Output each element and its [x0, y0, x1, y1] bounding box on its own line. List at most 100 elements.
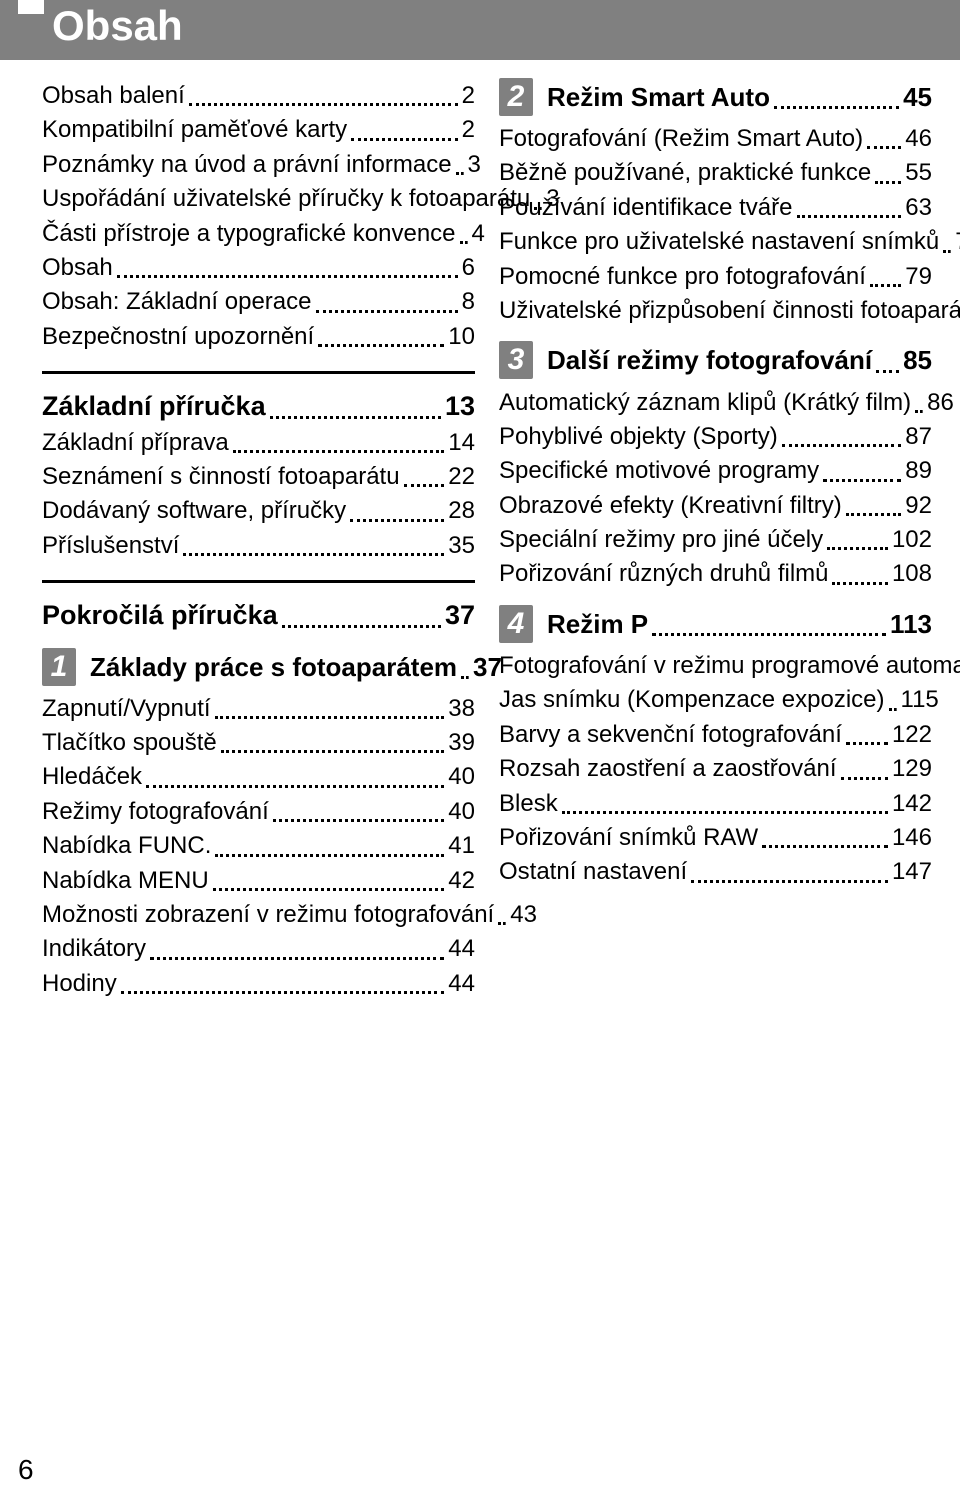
page-number: 6 [18, 1454, 34, 1486]
toc-entry[interactable]: Pomocné funkce pro fotografování 79 [499, 261, 932, 293]
toc-entry[interactable]: Rozsah zaostření a zaostřování129 [499, 753, 932, 785]
chapter-label: Režim Smart Auto [547, 80, 770, 115]
divider [42, 580, 475, 583]
toc-entry[interactable]: Poznámky na úvod a právní informace3 [42, 149, 475, 181]
toc-entry[interactable]: Obsah balení2 [42, 80, 475, 112]
toc-entry-page: 4 [472, 218, 485, 250]
toc-entry[interactable]: Režimy fotografování40 [42, 796, 475, 828]
left-column: Obsah balení2Kompatibilní paměťové karty… [42, 78, 475, 1002]
toc-entry-label: Hledáček [42, 761, 142, 793]
toc-entry-label: Uspořádání uživatelské příručky k fotoap… [42, 183, 530, 215]
toc-entry[interactable]: Obsah6 [42, 252, 475, 284]
toc-entry[interactable]: Fotografování v režimu programové automa… [499, 650, 932, 682]
toc-entry[interactable]: Bezpečnostní upozornění10 [42, 321, 475, 353]
toc-entry-label: Uživatelské přizpůsobení činnosti fotoap… [499, 295, 960, 327]
toc-entry-label: Základní příprava [42, 427, 229, 459]
right-column: 2 Režim Smart Auto 45 Fotografování (Rež… [499, 78, 932, 1002]
chapter-page: 45 [903, 80, 932, 115]
toc-entry[interactable]: Uživatelské přizpůsobení činnosti fotoap… [499, 295, 932, 327]
toc-entry-label: Pomocné funkce pro fotografování [499, 261, 866, 293]
toc-entry-page: 55 [905, 157, 932, 189]
section-label: Pokročilá příručka [42, 597, 278, 633]
toc-entry-page: 147 [892, 856, 932, 888]
toc-entry[interactable]: Části přístroje a typografické konvence4 [42, 218, 475, 250]
leader-dots [117, 275, 458, 278]
toc-entry[interactable]: Základní příprava 14 [42, 427, 475, 459]
toc-entry-label: Automatický záznam klipů (Krátký film) [499, 387, 911, 419]
toc-entry-label: Části přístroje a typografické konvence [42, 218, 456, 250]
toc-entry-label: Pořizování snímků RAW [499, 822, 758, 854]
leader-dots [233, 450, 445, 453]
toc-entry[interactable]: Používání identifikace tváře63 [499, 192, 932, 224]
toc-entry[interactable]: Automatický záznam klipů (Krátký film)86 [499, 387, 932, 419]
toc-entry-page: 129 [892, 753, 932, 785]
toc-entry[interactable]: Uspořádání uživatelské příručky k fotoap… [42, 183, 475, 215]
toc-entry-label: Jas snímku (Kompenzace expozice) [499, 684, 885, 716]
page-title: Obsah [52, 2, 183, 50]
leader-dots [915, 410, 923, 413]
leader-dots [889, 708, 897, 711]
chapter-3: 3 Další režimy fotografování 85 [499, 341, 932, 380]
toc-entry-label: Běžně používané, praktické funkce [499, 157, 871, 189]
toc-entry[interactable]: Příslušenství35 [42, 530, 475, 562]
toc-entry-page: 41 [448, 830, 475, 862]
toc-entry[interactable]: Obsah: Základní operace8 [42, 286, 475, 318]
toc-entry[interactable]: Nabídka FUNC. 41 [42, 830, 475, 862]
toc-entry-label: Příslušenství [42, 530, 179, 562]
chapter-title-line: Další režimy fotografování 85 [547, 343, 932, 378]
toc-entry[interactable]: Zapnutí/Vypnutí38 [42, 693, 475, 725]
toc-entry[interactable]: Fotografování (Režim Smart Auto) 46 [499, 123, 932, 155]
chapter-number: 1 [42, 648, 76, 686]
toc-entry[interactable]: Pořizování snímků RAW146 [499, 822, 932, 854]
leader-dots [282, 625, 441, 628]
leader-dots [832, 582, 887, 585]
toc-entry[interactable]: Ostatní nastavení147 [499, 856, 932, 888]
ch3-list: Automatický záznam klipů (Krátký film)86… [499, 387, 932, 591]
section-heading-basic: Základní příručka 13 [42, 388, 475, 424]
toc-entry[interactable]: Jas snímku (Kompenzace expozice)115 [499, 684, 932, 716]
toc-entry[interactable]: Nabídka MENU42 [42, 865, 475, 897]
leader-dots [827, 547, 888, 550]
toc-entry-page: 92 [905, 490, 932, 522]
toc-entry[interactable]: Seznámení s činností fotoaparátu22 [42, 461, 475, 493]
toc-entry-label: Blesk [499, 788, 558, 820]
leader-dots [121, 991, 445, 994]
leader-dots [562, 811, 888, 814]
toc-entry-page: 44 [448, 933, 475, 965]
toc-entry[interactable]: Pohyblivé objekty (Sporty)87 [499, 421, 932, 453]
toc-entry-label: Zapnutí/Vypnutí [42, 693, 211, 725]
toc-entry-label: Poznámky na úvod a právní informace [42, 149, 452, 181]
toc-entry-label: Barvy a sekvenční fotografování [499, 719, 842, 751]
leader-dots [762, 845, 888, 848]
toc-entry[interactable]: Indikátory44 [42, 933, 475, 965]
leader-dots [350, 519, 444, 522]
toc-entry-label: Speciální režimy pro jiné účely [499, 524, 823, 556]
toc-entry-page: 14 [448, 427, 475, 459]
toc-entry[interactable]: Speciální režimy pro jiné účely102 [499, 524, 932, 556]
chapter-page: 37 [473, 650, 502, 685]
toc-entry-page: 46 [905, 123, 932, 155]
toc-entry-label: Používání identifikace tváře [499, 192, 793, 224]
toc-entry[interactable]: Kompatibilní paměťové karty2 [42, 114, 475, 146]
toc-entry[interactable]: Tlačítko spouště39 [42, 727, 475, 759]
toc-entry[interactable]: Možnosti zobrazení v režimu fotografován… [42, 899, 475, 931]
leader-dots [943, 250, 951, 253]
toc-entry-label: Bezpečnostní upozornění [42, 321, 314, 353]
toc-entry-label: Fotografování (Režim Smart Auto) [499, 123, 863, 155]
toc-entry[interactable]: Funkce pro uživatelské nastavení snímků7… [499, 226, 932, 258]
toc-entry[interactable]: Barvy a sekvenční fotografování122 [499, 719, 932, 751]
chapter-4: 4 Režim P 113 [499, 605, 932, 644]
toc-entry[interactable]: Pořizování různých druhů filmů108 [499, 558, 932, 590]
toc-entry[interactable]: Běžně používané, praktické funkce 55 [499, 157, 932, 189]
toc-entry-page: 79 [905, 261, 932, 293]
toc-entry[interactable]: Specifické motivové programy89 [499, 455, 932, 487]
toc-entry[interactable]: Blesk 142 [499, 788, 932, 820]
toc-entry-page: 28 [448, 495, 475, 527]
toc-entry[interactable]: Dodávaný software, příručky28 [42, 495, 475, 527]
toc-entry-page: 142 [892, 788, 932, 820]
toc-entry-page: 44 [448, 968, 475, 1000]
toc-entry-label: Nabídka FUNC. [42, 830, 211, 862]
toc-entry[interactable]: Hodiny44 [42, 968, 475, 1000]
toc-entry[interactable]: Obrazové efekty (Kreativní filtry)92 [499, 490, 932, 522]
toc-entry[interactable]: Hledáček40 [42, 761, 475, 793]
